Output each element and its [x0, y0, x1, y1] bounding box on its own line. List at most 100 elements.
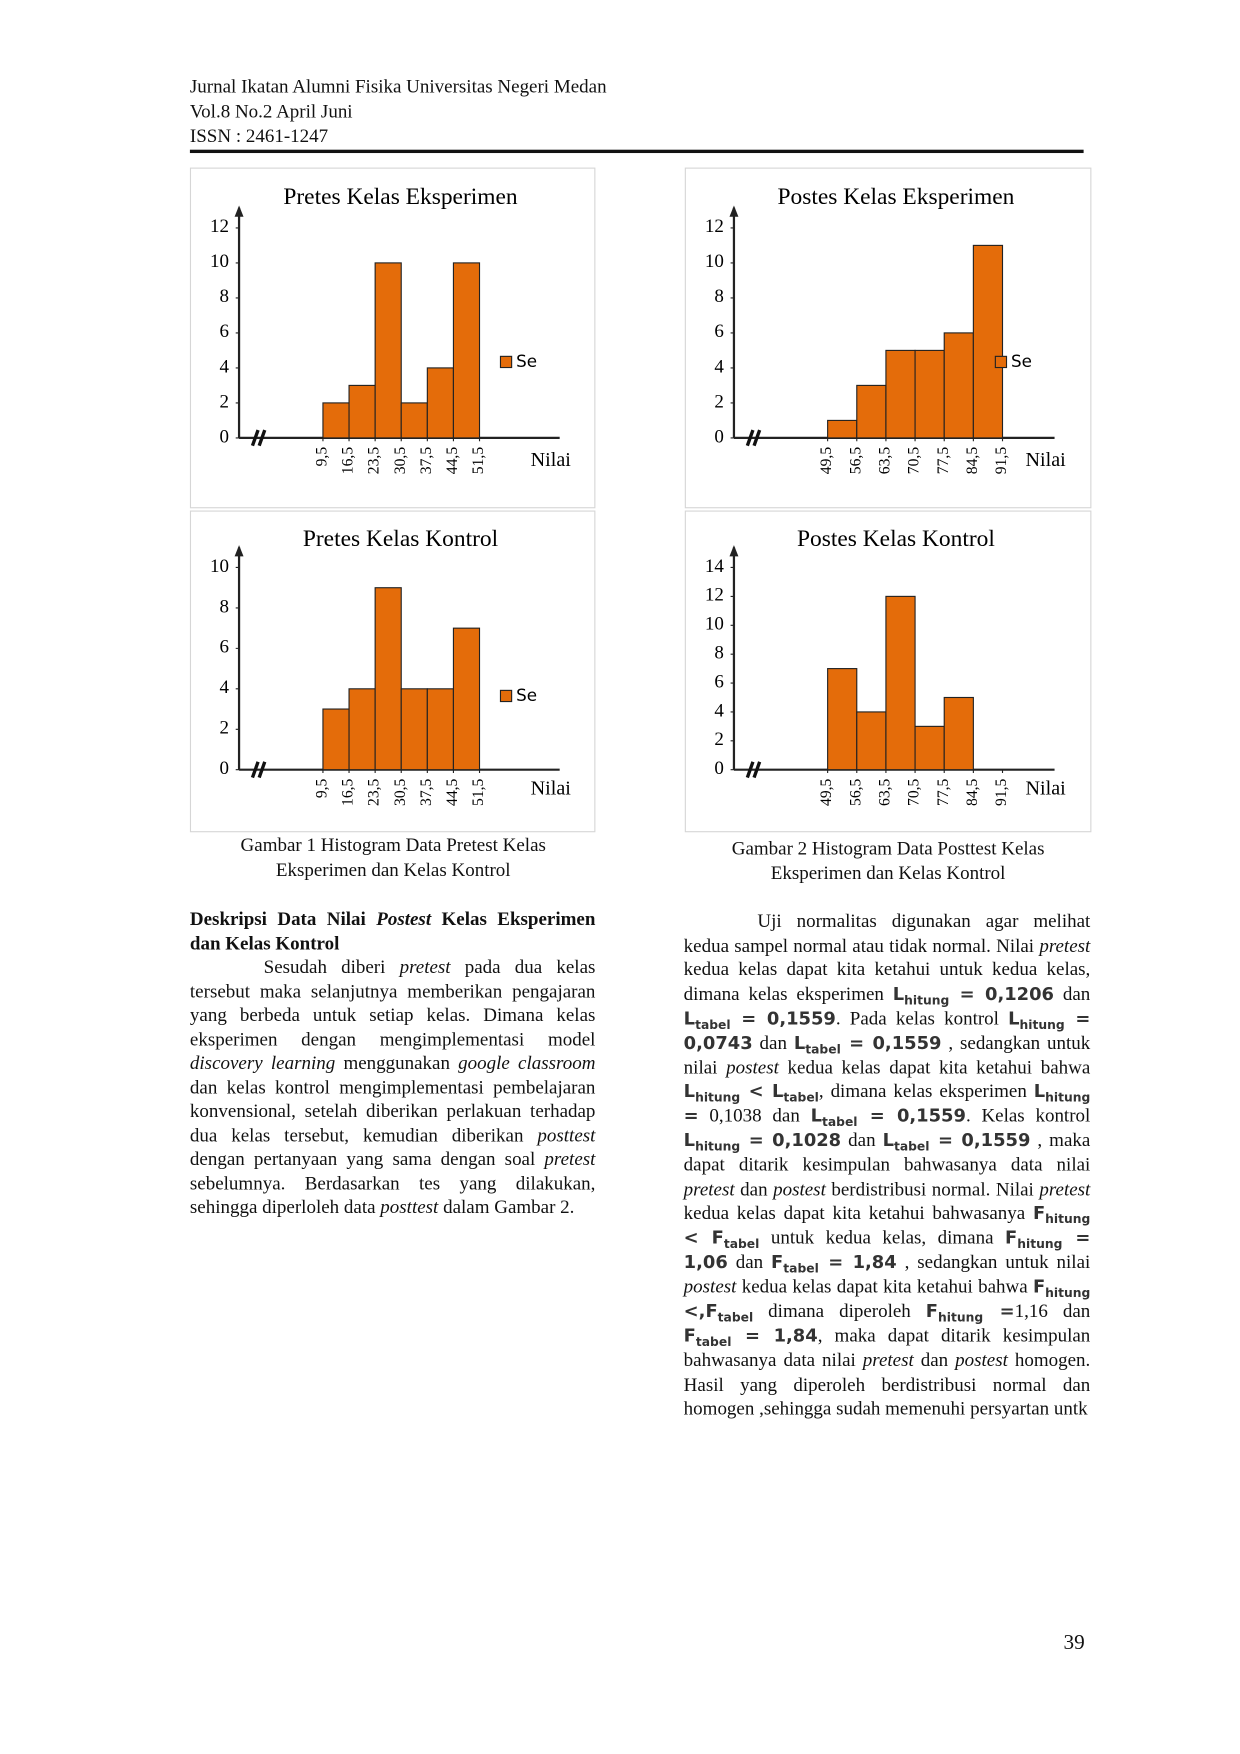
chart-title: Pretes Kelas Kontrol	[303, 526, 499, 552]
axis-arrow	[729, 205, 739, 217]
formula-symbol: F	[1005, 1226, 1018, 1248]
formula-subscript: tabel	[783, 1090, 819, 1105]
chart-title: Postes Kelas Kontrol	[797, 526, 995, 552]
formula: Ltabel = 0,1559	[810, 1104, 966, 1129]
axis-break	[745, 429, 762, 447]
x-tick-label: 84,5	[964, 778, 981, 806]
formula: Ftabel = 1,84	[771, 1251, 897, 1275]
text: sebelumnya. Berdasarkan tes yang dilakuk…	[189, 1172, 596, 1218]
bar	[856, 384, 887, 439]
x-tick-label: 30,5	[392, 778, 409, 806]
bar	[348, 384, 376, 439]
x-tick-label: 51,5	[470, 447, 487, 475]
text: dan	[913, 1349, 956, 1371]
x-tick-label: 23,5	[366, 447, 383, 475]
formula: Fhitung <	[684, 1202, 1091, 1248]
formula: Lhitung =	[684, 1080, 1091, 1126]
legend-swatch	[499, 355, 513, 369]
y-tick-label: 4	[220, 677, 230, 698]
formula-symbol: L	[793, 1031, 806, 1053]
formula-subscript: tabel	[805, 1041, 841, 1057]
formula-symbol: F	[705, 1300, 718, 1322]
x-tick-label: 49,5	[818, 447, 835, 475]
y-tick-label: 10	[210, 556, 229, 577]
journal-volume: Vol.8 No.2 April Juni	[189, 100, 353, 122]
text: dan	[752, 1031, 794, 1053]
formula-subscript: hitung	[1045, 1212, 1091, 1227]
chart-frame: Pretes Kelas Kontrol 0 2 4 6 8 10 9,5 16,5 23,5 30…	[189, 510, 596, 833]
formula-subscript: tabel	[695, 1017, 731, 1032]
text: dan	[841, 1129, 883, 1151]
text: . Kelas kontrol	[965, 1104, 1091, 1127]
y-tick-label: 12	[210, 216, 229, 237]
formula: Fhitung =	[926, 1300, 1015, 1324]
legend-swatch	[994, 355, 1008, 369]
text: , sedangkan untuk nilai	[683, 1031, 1091, 1078]
y-tick-label: 0	[714, 758, 724, 779]
formula-symbol: L	[892, 982, 905, 1004]
y-tick-label: 8	[714, 286, 724, 307]
text: , maka dapat ditarik kesimpulan bahwasan…	[683, 1324, 1091, 1371]
y-tick-label: 12	[705, 216, 724, 237]
formula-symbol: L	[1008, 1007, 1020, 1029]
formula-rest: = 1,06	[683, 1226, 1091, 1273]
x-axis-label: Nilai	[531, 449, 572, 471]
x-tick-label: 77,5	[935, 778, 952, 806]
bar	[972, 244, 1004, 439]
bar	[827, 668, 858, 771]
axis-arrow	[234, 545, 244, 557]
y-tick-label: 4	[220, 356, 230, 377]
formula-rest: = 1,84	[818, 1251, 897, 1273]
page-number: 39	[1063, 1630, 1085, 1655]
formula-rest: = 0,1559	[840, 1031, 942, 1053]
bar	[914, 725, 945, 771]
y-tick-label: 10	[705, 614, 724, 635]
formula-symbol: L	[810, 1104, 822, 1127]
text: , sedangkan untuk nilai	[896, 1251, 1091, 1273]
bold-text: Deskripsi Data Nilai	[189, 908, 377, 930]
formula-rest: =	[683, 1104, 699, 1127]
text: , dimana kelas eksperimen	[818, 1080, 1034, 1102]
text: kedua kelas dapat kita ketahui bahwa	[736, 1275, 1033, 1297]
formula-subscript: hitung	[695, 1139, 741, 1154]
caption: Gambar 2 Histogram Data Posttest Kelas E…	[676, 837, 1101, 886]
formula-subscript: hitung	[1017, 1236, 1063, 1252]
x-tick-label: 70,5	[906, 447, 923, 475]
bar	[914, 349, 945, 439]
bar	[322, 708, 350, 771]
x-axis-label: Nilai	[531, 777, 572, 799]
formula-symbol: F	[771, 1251, 784, 1273]
text: 0,1038 dan	[698, 1104, 811, 1127]
bar	[452, 262, 481, 439]
formula-rest: = 1,84	[731, 1324, 818, 1347]
formula-subscript: tabel	[783, 1261, 819, 1276]
bar	[885, 595, 916, 771]
y-tick-label: 10	[705, 251, 724, 272]
formula-rest: = 0,1559	[730, 1007, 836, 1029]
caption-line: Eksperimen dan Kelas Kontrol	[770, 862, 1006, 884]
bar	[348, 688, 376, 771]
formula-symbol: F	[711, 1226, 724, 1248]
formula-subscript: tabel	[717, 1310, 754, 1325]
chart: Postes Kelas Eksperimen 0 2 4 6 8 10 12 49,5 56,5…	[705, 184, 1066, 475]
bar	[426, 688, 454, 771]
paragraph: Uji normalitas digunakan agar melihat ke…	[684, 909, 1091, 1420]
x-tick-label: 84,5	[964, 447, 981, 475]
y-tick-label: 4	[714, 700, 724, 721]
x-tick-label: 91,5	[993, 447, 1010, 475]
formula-rest: = 0,0743	[683, 1007, 1091, 1053]
chart: Pretes Kelas Kontrol 0 2 4 6 8 10 9,5 16,5 23,5 30…	[210, 526, 572, 806]
bolditalic-text: Postest	[376, 908, 432, 930]
formula: Ltabel = 0,1559	[793, 1031, 942, 1055]
x-tick-label: 37,5	[418, 778, 435, 806]
chart-frame: Postes Kelas Kontrol 0 2 4 6 8 10 12 14 49,5 56,5 6…	[684, 510, 1092, 833]
text: , maka dapat ditarik kesimpulan bahwasan…	[683, 1129, 1091, 1176]
axis-arrow	[234, 205, 244, 217]
chart-title: Pretes Kelas Eksperimen	[283, 184, 518, 210]
chart-frame: Postes Kelas Eksperimen 0 2 4 6 8 10 12 49,5 56,5…	[684, 167, 1092, 509]
y-tick-label: 2	[220, 391, 229, 412]
formula-symbol: L	[1033, 1080, 1046, 1102]
y-tick-label: 6	[714, 671, 724, 692]
x-tick-label: 63,5	[877, 447, 894, 475]
italic-text: postest	[726, 1056, 779, 1078]
